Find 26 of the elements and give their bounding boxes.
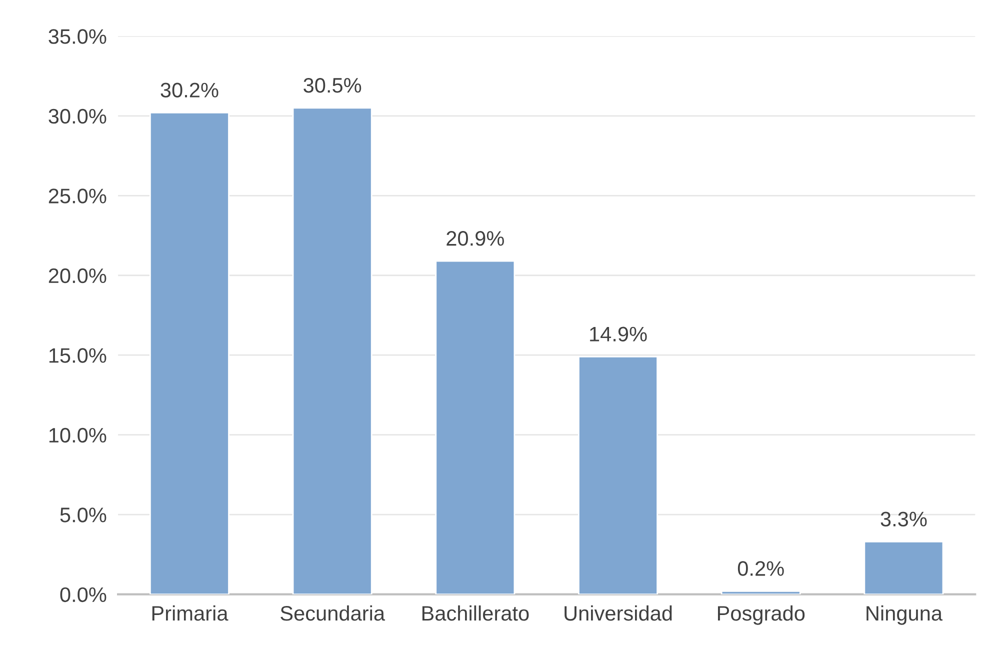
x-tick-label: Bachillerato [422, 605, 529, 621]
data-label: 3.3% [880, 512, 927, 526]
bar [435, 260, 516, 594]
bar [292, 107, 372, 594]
bar [864, 541, 944, 594]
y-tick-label: 30.0% [48, 108, 106, 124]
bar [578, 356, 658, 594]
x-tick-label: Primaria [152, 605, 228, 621]
x-tick-label: Universidad [564, 605, 672, 621]
data-label: 30.5% [304, 78, 362, 93]
data-label: 0.2% [738, 561, 784, 576]
x-tick-label: Posgrado [718, 605, 805, 625]
x-tick-label: Ninguna [866, 605, 943, 625]
data-label: 20.9% [446, 231, 504, 246]
data-label: 14.9% [590, 326, 647, 342]
data-label: 30.2% [160, 82, 218, 98]
y-tick-label: 35.0% [48, 29, 106, 44]
bar [149, 112, 230, 594]
y-tick-label: 0.0% [60, 587, 106, 602]
bar [720, 590, 801, 594]
y-tick-label: 15.0% [49, 348, 106, 363]
y-tick-label: 5.0% [60, 508, 106, 522]
y-tick-label: 25.0% [48, 188, 106, 204]
y-tick-label: 10.0% [49, 428, 106, 443]
y-tick-label: 20.0% [48, 268, 106, 284]
x-tick-label: Secundaria [280, 605, 386, 621]
